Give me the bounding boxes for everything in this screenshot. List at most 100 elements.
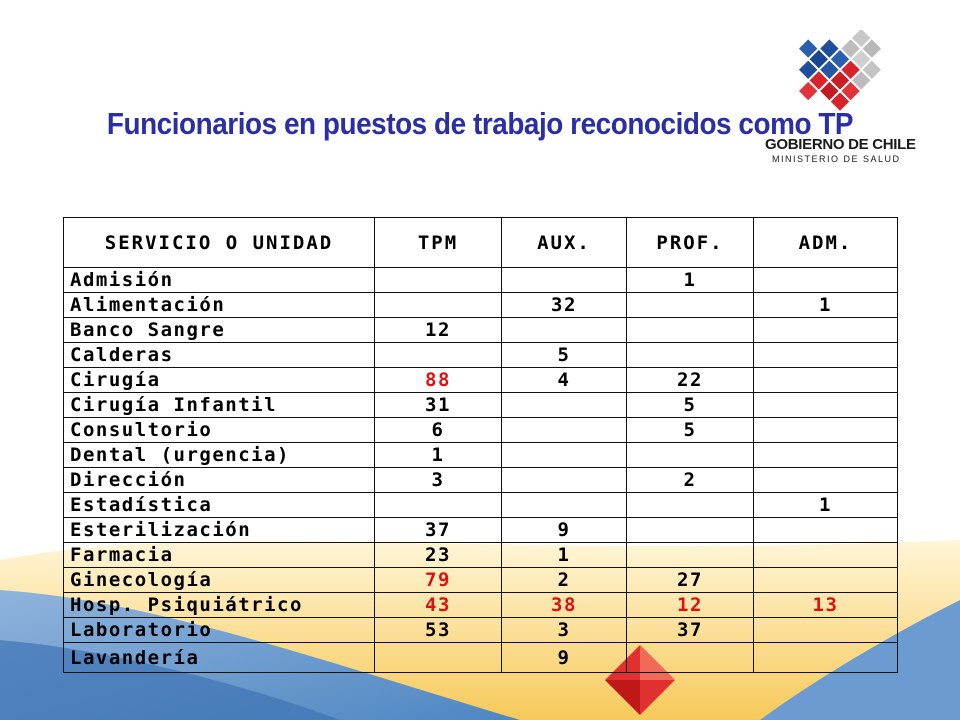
table-row: Hosp. Psiquiátrico 43 38 12 13 — [63, 592, 898, 618]
cell-name: Ginecología — [63, 567, 375, 593]
cell-prof — [626, 317, 754, 343]
cell-aux: 4 — [501, 367, 627, 393]
cell-aux: 38 — [501, 592, 627, 618]
cell-adm — [753, 442, 898, 468]
cell-tpm: 88 — [374, 367, 502, 393]
cell-prof: 37 — [626, 617, 754, 643]
cell-name: Calderas — [63, 342, 375, 368]
cell-aux: 2 — [501, 567, 627, 593]
cell-aux — [501, 317, 627, 343]
table-row: Dental (urgencia) 1 — [63, 442, 898, 468]
cell-name: Cirugía — [63, 367, 375, 393]
cell-adm — [753, 567, 898, 593]
cell-tpm: 43 — [374, 592, 502, 618]
cell-adm: 1 — [753, 292, 898, 318]
cell-prof — [626, 342, 754, 368]
cell-name: Banco Sangre — [63, 317, 375, 343]
cell-name: Estadística — [63, 492, 375, 518]
cell-aux — [501, 442, 627, 468]
logo-text-ministerio: MINISTERIO DE SALUD — [772, 154, 901, 164]
cell-prof: 22 — [626, 367, 754, 393]
cell-adm: 1 — [753, 492, 898, 518]
cell-aux: 9 — [501, 517, 627, 543]
cell-adm — [753, 467, 898, 493]
cell-prof: 1 — [626, 267, 754, 293]
cell-aux: 3 — [501, 617, 627, 643]
table-row: Esterilización 37 9 — [63, 517, 898, 543]
cell-aux — [501, 392, 627, 418]
cell-tpm — [374, 267, 502, 293]
page-title: Funcionarios en puestos de trabajo recon… — [106, 106, 854, 141]
table-row: Alimentación 32 1 — [63, 292, 898, 318]
cell-name: Lavandería — [63, 642, 375, 673]
table-row: Cirugía Infantil 31 5 — [63, 392, 898, 418]
cell-adm — [753, 367, 898, 393]
cell-tpm — [374, 492, 502, 518]
cell-aux: 1 — [501, 542, 627, 568]
gobierno-de-chile-logo — [798, 30, 882, 111]
table-row: Laboratorio 53 3 37 — [63, 617, 898, 643]
cell-name: Admisión — [63, 267, 375, 293]
cell-prof — [626, 542, 754, 568]
cell-adm — [753, 267, 898, 293]
table-row: Banco Sangre 12 — [63, 317, 898, 343]
cell-name: Cirugía Infantil — [63, 392, 375, 418]
cell-name: Consultorio — [63, 417, 375, 443]
table-row: Ginecología 79 2 27 — [63, 567, 898, 593]
cell-name: Laboratorio — [63, 617, 375, 643]
cell-aux — [501, 492, 627, 518]
cell-tpm: 12 — [374, 317, 502, 343]
cell-prof — [626, 642, 754, 673]
table-row: Cirugía 88 4 22 — [63, 367, 898, 393]
cell-aux: 5 — [501, 342, 627, 368]
cell-tpm — [374, 292, 502, 318]
cell-adm — [753, 617, 898, 643]
cell-prof: 5 — [626, 417, 754, 443]
cell-tpm: 1 — [374, 442, 502, 468]
cell-name: Farmacia — [63, 542, 375, 568]
cell-aux: 9 — [501, 642, 627, 673]
cell-tpm: 31 — [374, 392, 502, 418]
cell-tpm: 79 — [374, 567, 502, 593]
cell-tpm: 37 — [374, 517, 502, 543]
header-adm: ADM. — [753, 217, 898, 268]
header-tpm: TPM — [374, 217, 502, 268]
cell-prof: 2 — [626, 467, 754, 493]
table-row: Dirección 3 2 — [63, 467, 898, 493]
cell-tpm — [374, 642, 502, 673]
cell-name: Dirección — [63, 467, 375, 493]
cell-adm — [753, 517, 898, 543]
cell-tpm: 6 — [374, 417, 502, 443]
cell-adm — [753, 317, 898, 343]
cell-tpm: 53 — [374, 617, 502, 643]
cell-prof — [626, 517, 754, 543]
cell-tpm — [374, 342, 502, 368]
cell-adm — [753, 392, 898, 418]
cell-adm — [753, 342, 898, 368]
table-row: Admisión 1 — [63, 267, 898, 293]
header-aux: AUX. — [501, 217, 627, 268]
cell-prof — [626, 492, 754, 518]
logo-text-gobierno: GOBIERNO DE CHILE — [765, 136, 916, 153]
cell-prof: 5 — [626, 392, 754, 418]
cell-aux: 32 — [501, 292, 627, 318]
cell-name: Hosp. Psiquiátrico — [63, 592, 375, 618]
table-row: Calderas 5 — [63, 342, 898, 368]
header-servicio: SERVICIO O UNIDAD — [63, 217, 375, 268]
cell-adm — [753, 417, 898, 443]
cell-name: Alimentación — [63, 292, 375, 318]
cell-name: Dental (urgencia) — [63, 442, 375, 468]
cell-adm: 13 — [753, 592, 898, 618]
table-row: Farmacia 23 1 — [63, 542, 898, 568]
table-header-row: SERVICIO O UNIDAD TPM AUX. PROF. ADM. — [63, 217, 898, 268]
cell-tpm: 23 — [374, 542, 502, 568]
cell-prof — [626, 292, 754, 318]
cell-prof — [626, 442, 754, 468]
cell-name: Esterilización — [63, 517, 375, 543]
cell-adm — [753, 542, 898, 568]
cell-prof: 27 — [626, 567, 754, 593]
table-row: Consultorio 6 5 — [63, 417, 898, 443]
cell-aux — [501, 267, 627, 293]
cell-aux — [501, 417, 627, 443]
header-prof: PROF. — [626, 217, 754, 268]
